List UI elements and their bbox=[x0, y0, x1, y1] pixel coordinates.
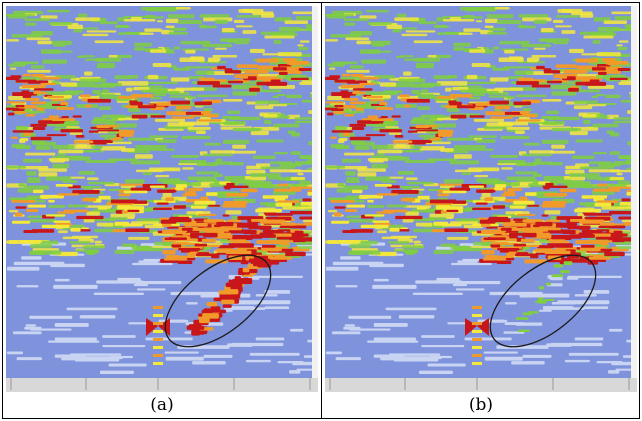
caption-b: (b) bbox=[468, 395, 494, 415]
panel-divider bbox=[321, 3, 322, 418]
panel-a: (a) bbox=[3, 3, 321, 418]
caption-a: (a) bbox=[150, 395, 174, 415]
panel-b: (b) bbox=[322, 3, 640, 418]
spectrogram-b bbox=[325, 6, 637, 392]
spectrogram-a bbox=[6, 6, 318, 392]
